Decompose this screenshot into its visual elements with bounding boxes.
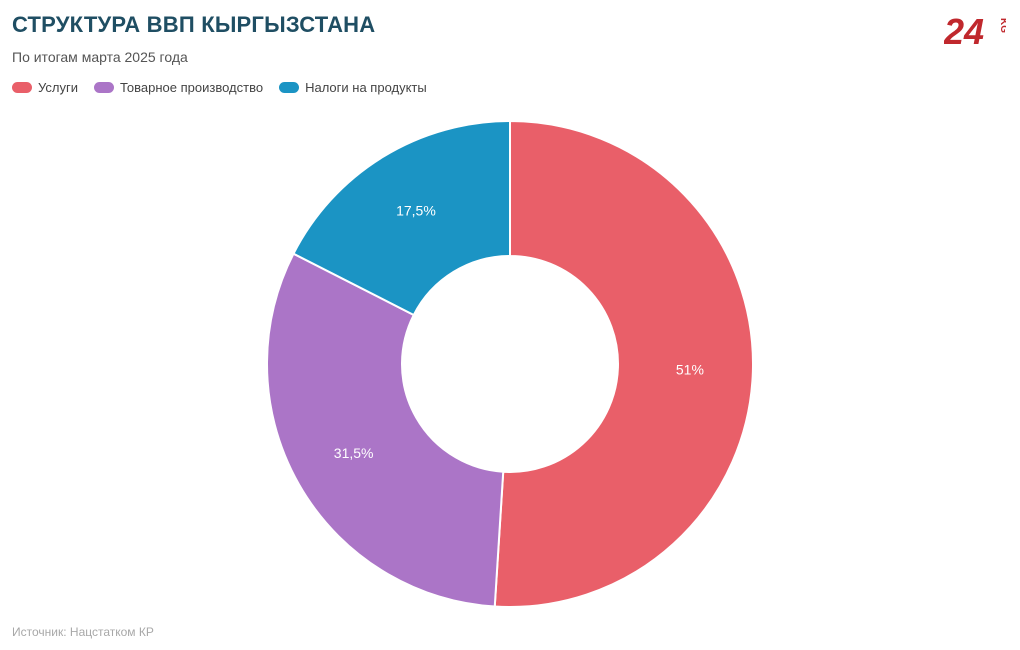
legend-label-services: Услуги: [38, 80, 78, 95]
legend-item-product-taxes[interactable]: Налоги на продукты: [279, 80, 427, 95]
logo-24-text: 24: [944, 12, 984, 50]
legend: Услуги Товарное производство Налоги на п…: [12, 80, 427, 95]
slice-label-services: 51%: [676, 362, 704, 378]
legend-label-product-taxes: Налоги на продукты: [305, 80, 427, 95]
source-note: Источник: Нацстатком КР: [12, 625, 154, 639]
slice-label-goods-production: 31,5%: [334, 445, 374, 461]
legend-swatch-product-taxes: [279, 82, 300, 93]
legend-swatch-services: [12, 82, 32, 93]
chart-title: СТРУКТУРА ВВП КЫРГЫЗСТАНА: [12, 12, 376, 37]
slice-product-taxes[interactable]: [292, 119, 511, 317]
legend-item-services[interactable]: Услуги: [12, 80, 78, 95]
logo-kg-text: KG: [998, 18, 1006, 33]
slice-goods-production[interactable]: [266, 252, 505, 608]
legend-label-goods-production: Товарное производство: [119, 80, 264, 95]
legend-item-goods-production[interactable]: Товарное производство: [93, 80, 264, 95]
chart-subtitle: По итогам марта 2025 года: [12, 49, 188, 65]
slice-label-product-taxes: 17,5%: [396, 203, 436, 219]
logo-24kg: 24 KG: [944, 12, 1006, 50]
slice-services[interactable]: [493, 119, 754, 608]
legend-swatch-goods-production: [93, 82, 114, 93]
